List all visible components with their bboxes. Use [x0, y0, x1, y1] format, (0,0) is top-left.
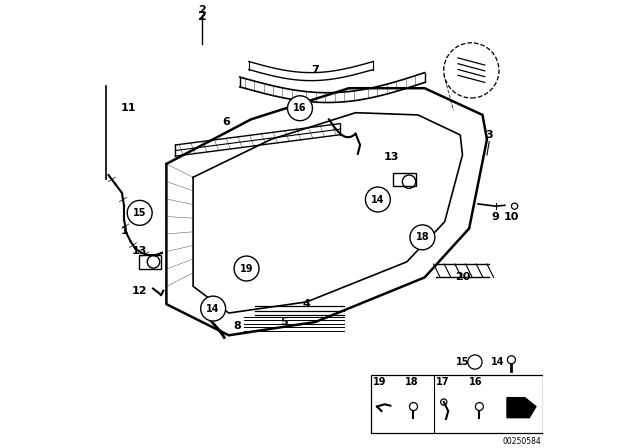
- Text: 2: 2: [198, 10, 206, 23]
- Text: 3: 3: [485, 130, 493, 140]
- Text: 11: 11: [121, 103, 136, 113]
- Text: 14: 14: [492, 357, 505, 367]
- Text: 00250584: 00250584: [503, 437, 541, 446]
- Text: 20: 20: [455, 272, 470, 282]
- Text: 19: 19: [240, 263, 253, 274]
- Circle shape: [201, 296, 226, 321]
- Text: 8: 8: [234, 321, 241, 332]
- Text: 1: 1: [120, 226, 128, 236]
- Text: 19: 19: [373, 377, 387, 387]
- Text: 13: 13: [383, 152, 399, 162]
- Text: 18: 18: [415, 233, 429, 242]
- Circle shape: [287, 96, 312, 121]
- Polygon shape: [507, 398, 536, 418]
- Circle shape: [365, 187, 390, 212]
- Text: 7: 7: [312, 65, 319, 75]
- Bar: [394, 173, 416, 186]
- Text: 16: 16: [293, 103, 307, 113]
- Text: 14: 14: [206, 304, 220, 314]
- Text: 6: 6: [223, 116, 230, 127]
- Text: 4: 4: [303, 299, 310, 309]
- Bar: [371, 375, 543, 433]
- Text: 9: 9: [491, 212, 499, 222]
- Text: 15: 15: [133, 208, 147, 218]
- Text: 18: 18: [404, 377, 418, 387]
- Circle shape: [234, 256, 259, 281]
- Text: 16: 16: [469, 377, 483, 387]
- Text: 15: 15: [456, 357, 469, 367]
- Text: 14: 14: [371, 194, 385, 205]
- Text: 13: 13: [132, 246, 147, 256]
- Circle shape: [410, 225, 435, 250]
- Text: 5: 5: [280, 317, 288, 327]
- Bar: [139, 255, 161, 268]
- Text: 17: 17: [436, 377, 449, 387]
- Text: 2: 2: [198, 5, 206, 15]
- Text: 10: 10: [504, 212, 519, 222]
- Text: 12: 12: [132, 286, 147, 296]
- Circle shape: [127, 200, 152, 225]
